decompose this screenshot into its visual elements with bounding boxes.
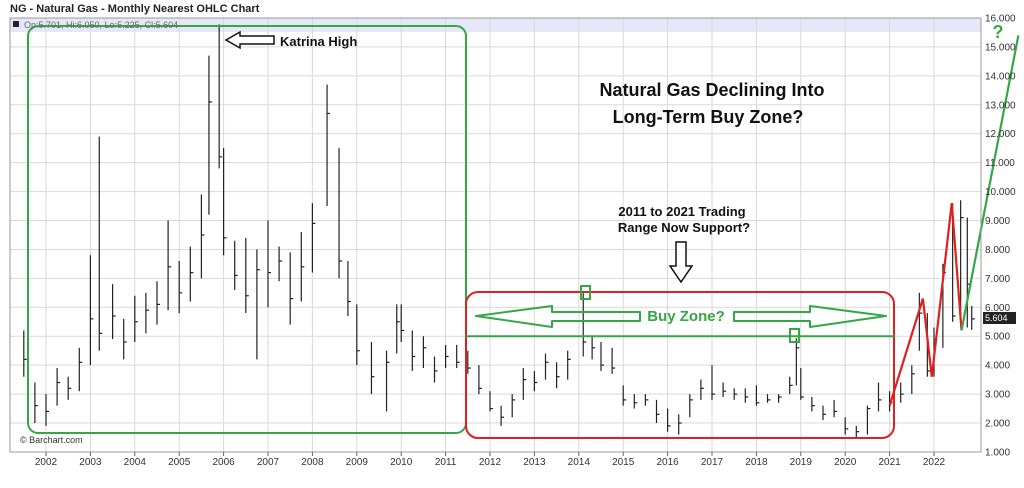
peak-marker-2018 <box>789 328 800 343</box>
red-zigzag-path <box>888 203 963 406</box>
y-tick-label: 5.000 <box>985 332 1010 343</box>
plot-background <box>10 18 981 452</box>
katrina-arrow-icon <box>224 30 275 50</box>
x-tick-label: 2008 <box>301 457 324 468</box>
x-tick-label: 2004 <box>124 457 147 468</box>
buy-zone-label: Buy Zone? <box>647 308 725 325</box>
down-arrow-icon <box>668 241 694 284</box>
y-tick-label: 8.000 <box>985 245 1010 256</box>
ohlc-highlight-band <box>10 18 981 32</box>
watermark: © Barchart.com <box>20 435 83 445</box>
green-range-box <box>27 25 467 434</box>
chart-title: NG - Natural Gas - Monthly Nearest OHLC … <box>10 3 260 15</box>
x-tick-label: 2010 <box>390 457 413 468</box>
x-tick-label: 2009 <box>346 457 369 468</box>
headline-line-2: Long-Term Buy Zone? <box>613 107 804 127</box>
x-tick-label: 2013 <box>523 457 546 468</box>
red-range-box <box>465 291 895 439</box>
x-tick-label: 2021 <box>878 457 901 468</box>
y-tick-label: 15.000 <box>985 42 1016 53</box>
y-tick-label: 13.000 <box>985 100 1016 111</box>
green-projection-line <box>960 35 1020 331</box>
x-tick-label: 2011 <box>435 457 457 468</box>
annotation-overlays <box>27 25 1020 439</box>
x-tick-label: 2022 <box>923 457 946 468</box>
y-tick-label: 6.000 <box>985 303 1010 314</box>
x-tick-label: 2017 <box>701 457 724 468</box>
x-tick-label: 2003 <box>79 457 102 468</box>
y-tick-label: 4.000 <box>985 361 1010 372</box>
y-tick-label: 2.000 <box>985 419 1010 430</box>
range-note-line-1: 2011 to 2021 Trading <box>618 204 745 219</box>
annotation-katrina-high: Katrina High <box>280 34 357 49</box>
x-tick-label: 2019 <box>790 457 813 468</box>
x-axis: 2002 2003 2004 2005 2006 2007 2008 2009 2010 2011… <box>35 452 946 468</box>
x-tick-label: 2016 <box>656 457 679 468</box>
x-tick-label: 2007 <box>257 457 280 468</box>
legend-square-icon <box>13 21 19 27</box>
range-note-line-2: Range Now Support? <box>618 220 750 235</box>
x-tick-label: 2006 <box>212 457 235 468</box>
x-tick-label: 2005 <box>168 457 191 468</box>
buy-zone-left-arrow <box>475 305 641 328</box>
y-tick-label: 12.000 <box>985 129 1016 140</box>
y-tick-label: 1.000 <box>985 447 1010 458</box>
x-tick-label: 2012 <box>479 457 502 468</box>
y-tick-label: 11.000 <box>985 158 1015 169</box>
y-axis: 1.000 2.000 3.000 4.000 5.000 6.000 7.000 8.000… <box>985 14 1016 459</box>
y-tick-label: 7.000 <box>985 274 1010 285</box>
x-tick-label: 2018 <box>745 457 768 468</box>
y-tick-label: 14.000 <box>985 71 1016 82</box>
y-tick-label: 16.000 <box>985 14 1016 25</box>
headline-line-1: Natural Gas Declining Into <box>599 80 824 100</box>
x-tick-label: 2015 <box>612 457 635 468</box>
y-tick-label: 9.000 <box>985 216 1010 227</box>
y-tick-label: 3.000 <box>985 390 1010 401</box>
buy-zone-right-arrow <box>733 305 887 328</box>
ohlc-readout: Op:5.701, Hi:6.050, Lo:5.225, Cl:5.604 <box>24 20 178 30</box>
y-tick-label: 10.000 <box>985 187 1016 198</box>
question-mark: ? <box>993 22 1004 42</box>
last-price-label: 5.604 <box>985 313 1008 323</box>
x-tick-label: 2014 <box>568 457 591 468</box>
last-price-badge <box>983 312 1016 324</box>
x-tick-label: 2002 <box>35 457 58 468</box>
price-bars <box>23 24 975 438</box>
x-tick-label: 2020 <box>834 457 857 468</box>
peak-marker-2014 <box>580 285 591 300</box>
plot-border <box>9 17 982 453</box>
